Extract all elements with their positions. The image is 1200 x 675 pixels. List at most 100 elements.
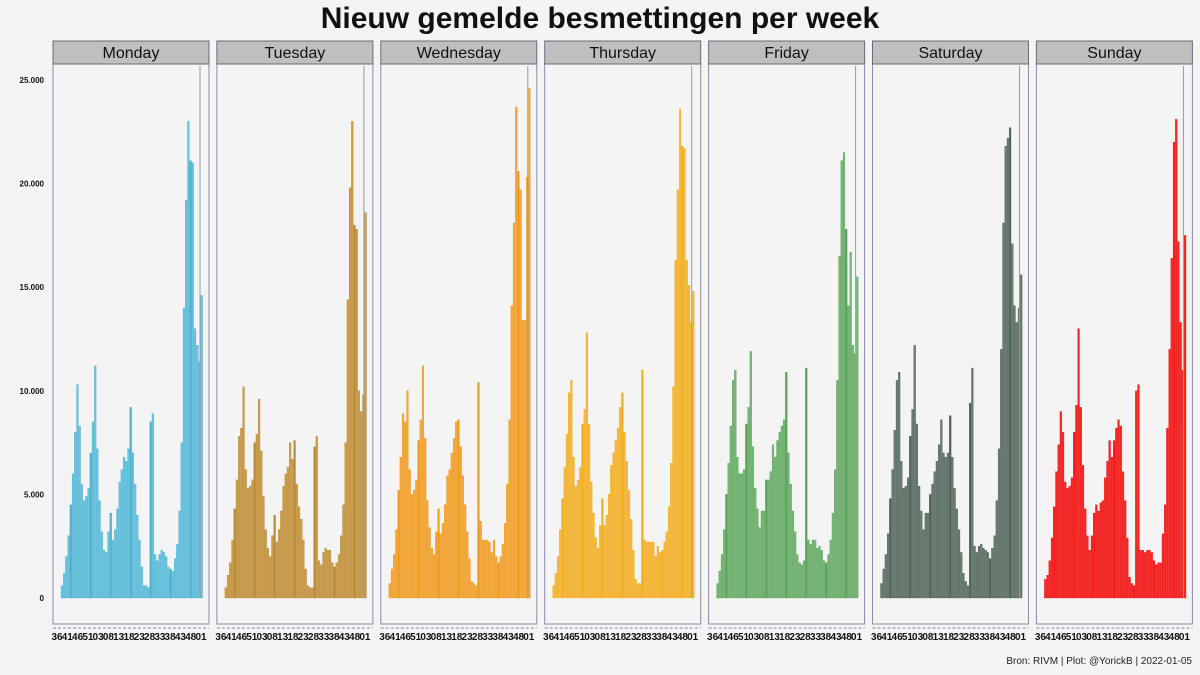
- bar: [601, 498, 604, 599]
- bar: [1128, 577, 1131, 599]
- bar: [944, 456, 947, 599]
- x-tick-label: 08: [758, 632, 770, 643]
- bar: [346, 299, 349, 599]
- bar: [138, 539, 141, 599]
- bar: [834, 469, 837, 599]
- bar: [619, 407, 622, 599]
- x-tick-label: 48: [1169, 632, 1181, 643]
- x-tick-label: 18: [123, 632, 135, 643]
- x-tick-label: 48: [1005, 632, 1017, 643]
- bar: [1148, 550, 1151, 599]
- bar: [322, 552, 325, 599]
- bar: [182, 307, 185, 599]
- bar: [497, 562, 500, 599]
- bar: [922, 529, 925, 599]
- bar: [576, 479, 580, 599]
- bar: [1077, 328, 1080, 599]
- bar: [756, 508, 759, 599]
- y-tick-label: 10.000: [20, 387, 45, 396]
- x-tick-label: 28: [472, 632, 484, 643]
- facet-label: Thursday: [589, 45, 656, 62]
- x-tick-label: 23: [462, 632, 474, 643]
- x-tick-label: 38: [1148, 632, 1160, 643]
- bar: [977, 546, 981, 599]
- bar: [127, 448, 130, 599]
- bar: [729, 425, 732, 599]
- bar: [973, 546, 976, 599]
- bar: [1006, 137, 1009, 599]
- x-tick-label: 46: [564, 632, 576, 643]
- bar: [255, 434, 258, 599]
- bar: [1009, 127, 1012, 599]
- bar: [935, 461, 938, 599]
- bar: [681, 146, 684, 599]
- bar: [1164, 504, 1167, 599]
- bar: [401, 413, 405, 599]
- bar: [289, 442, 292, 599]
- x-tick-label: 51: [902, 632, 914, 643]
- bar: [430, 548, 433, 599]
- bar: [1055, 471, 1058, 599]
- x-tick-label: 43: [830, 632, 842, 643]
- bar: [663, 541, 666, 599]
- bar: [309, 587, 312, 599]
- bar: [340, 535, 343, 599]
- bar: [847, 305, 850, 599]
- facet-label: Saturday: [918, 45, 982, 62]
- bar: [364, 212, 367, 599]
- x-tick-label: 41: [1045, 632, 1057, 643]
- bar: [962, 572, 965, 599]
- bar: [317, 560, 321, 599]
- bar: [167, 566, 170, 599]
- bar: [825, 562, 828, 599]
- bar: [165, 556, 168, 599]
- bar: [331, 562, 334, 599]
- x-tick-label: 08: [595, 632, 607, 643]
- bar: [1013, 305, 1016, 599]
- bar: [69, 504, 72, 599]
- bar: [563, 467, 566, 599]
- bar: [187, 121, 190, 599]
- bar: [196, 345, 199, 599]
- x-tick-label: 03: [420, 632, 432, 643]
- bar: [621, 392, 624, 599]
- bar: [964, 581, 967, 599]
- x-tick-label: 01: [359, 632, 371, 643]
- x-tick-label: 28: [1127, 632, 1139, 643]
- chart-caption: Bron: RIVM | Plot: @YorickB | 2022-01-05: [1006, 656, 1192, 667]
- bar: [610, 465, 613, 599]
- x-tick-label: 48: [841, 632, 853, 643]
- x-tick-label: 46: [72, 632, 84, 643]
- bar: [1106, 461, 1109, 599]
- bar: [355, 229, 358, 599]
- x-tick-label: 03: [584, 632, 596, 643]
- bar: [898, 371, 901, 599]
- bar: [738, 473, 741, 599]
- bar: [131, 452, 134, 599]
- bar: [641, 369, 644, 599]
- bar: [1101, 500, 1105, 599]
- bar: [450, 452, 453, 599]
- bar: [408, 469, 411, 599]
- bar: [1133, 585, 1136, 599]
- bar: [390, 568, 393, 599]
- x-tick-label: 18: [615, 632, 627, 643]
- bar: [149, 421, 152, 599]
- x-tick-label: 01: [687, 632, 699, 643]
- bar: [652, 541, 655, 599]
- bar: [946, 452, 950, 599]
- x-tick-label: 08: [922, 632, 934, 643]
- bar: [884, 554, 887, 599]
- bar: [521, 320, 524, 599]
- bar: [568, 392, 571, 599]
- bar: [791, 510, 795, 599]
- x-tick-label: 33: [1138, 632, 1150, 643]
- x-tick-label: 13: [605, 632, 617, 643]
- bar: [1093, 512, 1096, 599]
- x-tick-label: 13: [933, 632, 945, 643]
- bar: [326, 550, 329, 599]
- bar: [452, 438, 456, 599]
- bar: [840, 160, 843, 599]
- bar: [1124, 500, 1127, 599]
- bar: [906, 477, 910, 599]
